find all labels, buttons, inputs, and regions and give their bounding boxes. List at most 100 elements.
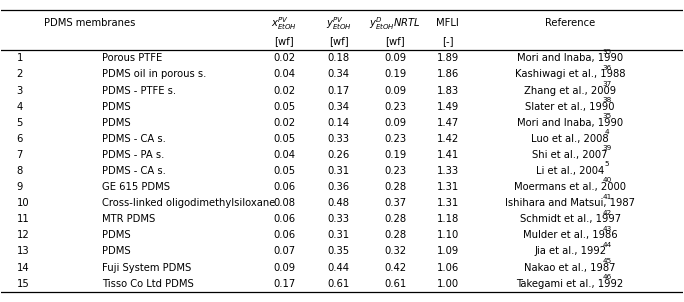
- Text: 35: 35: [603, 49, 611, 55]
- Text: 0.18: 0.18: [328, 53, 350, 63]
- Text: 7: 7: [16, 150, 23, 160]
- Text: 45: 45: [603, 258, 611, 264]
- Text: PDMS: PDMS: [102, 230, 131, 240]
- Text: 46: 46: [603, 274, 611, 280]
- Text: 36: 36: [603, 65, 611, 71]
- Text: 0.23: 0.23: [384, 166, 406, 176]
- Text: [wf]: [wf]: [385, 37, 405, 47]
- Text: PDMS: PDMS: [102, 246, 131, 256]
- Text: 35: 35: [603, 113, 611, 119]
- Text: [-]: [-]: [442, 37, 453, 47]
- Text: 0.23: 0.23: [384, 134, 406, 144]
- Text: 0.04: 0.04: [273, 69, 295, 79]
- Text: 3: 3: [16, 85, 23, 95]
- Text: 0.02: 0.02: [273, 85, 295, 95]
- Text: $y_{EtOH}^{D}NRTL$: $y_{EtOH}^{D}NRTL$: [369, 15, 421, 31]
- Text: Mori and Inaba, 1990: Mori and Inaba, 1990: [517, 53, 623, 63]
- Text: Li et al., 2004: Li et al., 2004: [536, 166, 605, 176]
- Text: 8: 8: [16, 166, 23, 176]
- Text: 0.37: 0.37: [384, 198, 406, 208]
- Text: PDMS - PA s.: PDMS - PA s.: [102, 150, 165, 160]
- Text: PDMS - CA s.: PDMS - CA s.: [102, 166, 166, 176]
- Text: 44: 44: [603, 242, 611, 248]
- Text: 1.18: 1.18: [436, 214, 459, 224]
- Text: 2: 2: [16, 69, 23, 79]
- Text: 0.02: 0.02: [273, 53, 295, 63]
- Text: 1.10: 1.10: [436, 230, 459, 240]
- Text: Takegami et al., 1992: Takegami et al., 1992: [516, 278, 624, 289]
- Text: PDMS: PDMS: [102, 101, 131, 112]
- Text: 0.05: 0.05: [273, 166, 295, 176]
- Text: 0.09: 0.09: [384, 53, 406, 63]
- Text: 0.05: 0.05: [273, 134, 295, 144]
- Text: Mori and Inaba, 1990: Mori and Inaba, 1990: [517, 118, 623, 128]
- Text: 4: 4: [16, 101, 23, 112]
- Text: GE 615 PDMS: GE 615 PDMS: [102, 182, 170, 192]
- Text: 0.08: 0.08: [273, 198, 295, 208]
- Text: 39: 39: [603, 145, 611, 151]
- Text: 0.44: 0.44: [328, 262, 350, 272]
- Text: PDMS - PTFE s.: PDMS - PTFE s.: [102, 85, 176, 95]
- Text: 1.89: 1.89: [436, 53, 459, 63]
- Text: 15: 15: [16, 278, 29, 289]
- Text: 5: 5: [605, 161, 609, 167]
- Text: 0.17: 0.17: [328, 85, 350, 95]
- Text: 0.05: 0.05: [273, 101, 295, 112]
- Text: 0.17: 0.17: [273, 278, 295, 289]
- Text: 0.09: 0.09: [273, 262, 295, 272]
- Text: 1.31: 1.31: [436, 198, 459, 208]
- Text: 0.32: 0.32: [384, 246, 406, 256]
- Text: 1.86: 1.86: [436, 69, 459, 79]
- Text: Slater et al., 1990: Slater et al., 1990: [525, 101, 615, 112]
- Text: 0.34: 0.34: [328, 69, 350, 79]
- Text: 42: 42: [603, 210, 611, 216]
- Text: 0.07: 0.07: [273, 246, 295, 256]
- Text: $y_{EtOH}^{PV}$: $y_{EtOH}^{PV}$: [326, 15, 352, 31]
- Text: Moermans et al., 2000: Moermans et al., 2000: [514, 182, 627, 192]
- Text: 9: 9: [16, 182, 23, 192]
- Text: 40: 40: [603, 178, 611, 184]
- Text: Fuji System PDMS: Fuji System PDMS: [102, 262, 192, 272]
- Text: 6: 6: [16, 134, 23, 144]
- Text: 0.35: 0.35: [328, 246, 350, 256]
- Text: PDMS oil in porous s.: PDMS oil in porous s.: [102, 69, 207, 79]
- Text: 14: 14: [16, 262, 29, 272]
- Text: 1.47: 1.47: [436, 118, 459, 128]
- Text: 0.36: 0.36: [328, 182, 350, 192]
- Text: 1.00: 1.00: [436, 278, 459, 289]
- Text: 37: 37: [603, 81, 611, 87]
- Text: 0.09: 0.09: [384, 118, 406, 128]
- Text: Reference: Reference: [545, 18, 595, 28]
- Text: 0.48: 0.48: [328, 198, 350, 208]
- Text: 0.34: 0.34: [328, 101, 350, 112]
- Text: 0.14: 0.14: [328, 118, 350, 128]
- Text: 38: 38: [603, 97, 611, 103]
- Text: [wf]: [wf]: [274, 37, 294, 47]
- Text: 0.06: 0.06: [273, 182, 295, 192]
- Text: 11: 11: [16, 214, 29, 224]
- Text: 0.28: 0.28: [384, 182, 406, 192]
- Text: 4: 4: [605, 129, 609, 135]
- Text: Ishihara and Matsui, 1987: Ishihara and Matsui, 1987: [505, 198, 635, 208]
- Text: MTR PDMS: MTR PDMS: [102, 214, 155, 224]
- Text: 0.19: 0.19: [384, 69, 406, 79]
- Text: 0.02: 0.02: [273, 118, 295, 128]
- Text: Kashiwagi et al., 1988: Kashiwagi et al., 1988: [515, 69, 625, 79]
- Text: 43: 43: [603, 226, 611, 232]
- Text: 1.83: 1.83: [436, 85, 459, 95]
- Text: 0.06: 0.06: [273, 230, 295, 240]
- Text: $x_{EtOH}^{PV}$: $x_{EtOH}^{PV}$: [271, 15, 297, 31]
- Text: 0.19: 0.19: [384, 150, 406, 160]
- Text: 0.06: 0.06: [273, 214, 295, 224]
- Text: 0.28: 0.28: [384, 230, 406, 240]
- Text: 0.26: 0.26: [328, 150, 350, 160]
- Text: 1.09: 1.09: [436, 246, 459, 256]
- Text: 13: 13: [16, 246, 29, 256]
- Text: 0.61: 0.61: [384, 278, 406, 289]
- Text: 0.23: 0.23: [384, 101, 406, 112]
- Text: 41: 41: [603, 194, 611, 200]
- Text: 1.42: 1.42: [436, 134, 459, 144]
- Text: 0.31: 0.31: [328, 166, 350, 176]
- Text: PDMS - CA s.: PDMS - CA s.: [102, 134, 166, 144]
- Text: Nakao et al., 1987: Nakao et al., 1987: [525, 262, 616, 272]
